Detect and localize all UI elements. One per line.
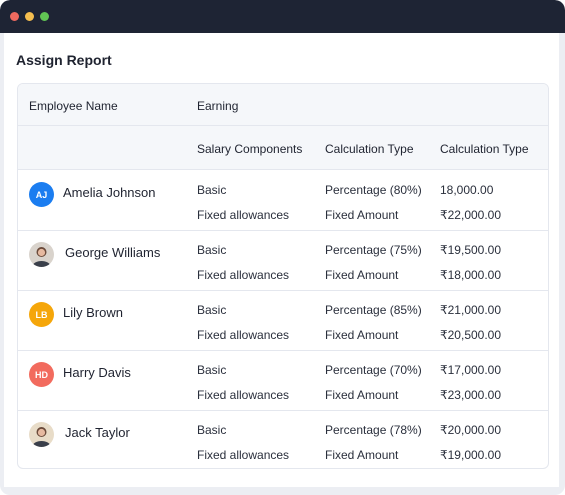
avatar: LB (29, 302, 54, 327)
report-panel: Assign Report Employee Name Earning Sala… (4, 33, 559, 487)
calculation-type-cell: Fixed Amount (325, 268, 399, 282)
column-header-salary-components[interactable]: Salary Components (197, 142, 303, 156)
table-row[interactable]: AJ Amelia Johnson Basic Percentage (80%) 18,… (18, 171, 548, 231)
amount-cell: ₹19,000.00 (440, 448, 502, 462)
salary-component-cell: Basic (197, 243, 227, 257)
salary-component-cell: Fixed allowances (197, 328, 290, 342)
amount-cell: 18,000.00 (440, 183, 494, 197)
salary-component-cell: Basic (197, 423, 227, 437)
amount-cell: ₹17,000.00 (440, 363, 502, 377)
column-header-calculation-type-amount[interactable]: Calculation Type (440, 142, 529, 156)
salary-component-cell: Fixed allowances (197, 208, 290, 222)
salary-component-cell: Basic (197, 303, 227, 317)
user-photo-icon (32, 427, 51, 447)
column-header-calculation-type[interactable]: Calculation Type (325, 142, 414, 156)
calculation-type-cell: Fixed Amount (325, 208, 399, 222)
window-titlebar (0, 0, 565, 33)
minimize-window-button[interactable] (25, 12, 34, 21)
calculation-type-cell: Percentage (85%) (325, 303, 422, 317)
table-row[interactable]: HD Harry Davis Basic Percentage (70%) ₹17,00… (18, 351, 548, 411)
avatar: AJ (29, 182, 54, 207)
amount-cell: ₹20,000.00 (440, 423, 502, 437)
avatar: HD (29, 362, 54, 387)
employee-name: George Williams (65, 245, 161, 260)
amount-cell: ₹18,000.00 (440, 268, 502, 282)
salary-component-cell: Basic (197, 183, 227, 197)
calculation-type-cell: Percentage (78%) (325, 423, 422, 437)
avatar (29, 422, 54, 447)
calculation-type-cell: Percentage (75%) (325, 243, 422, 257)
amount-cell: ₹19,500.00 (440, 243, 502, 257)
amount-cell: ₹22,000.00 (440, 208, 502, 222)
amount-cell: ₹23,000.00 (440, 388, 502, 402)
avatar (29, 242, 54, 267)
salary-component-cell: Basic (197, 363, 227, 377)
column-header-employee-name[interactable]: Employee Name (29, 99, 118, 113)
column-header-earning[interactable]: Earning (197, 99, 239, 113)
employee-name: Jack Taylor (65, 425, 130, 440)
employee-name: Lily Brown (63, 305, 123, 320)
table-header: Employee Name Earning Salary Components … (18, 84, 548, 170)
maximize-window-button[interactable] (40, 12, 49, 21)
calculation-type-cell: Fixed Amount (325, 328, 399, 342)
salary-component-cell: Fixed allowances (197, 388, 290, 402)
employee-name: Harry Davis (63, 365, 131, 380)
user-photo-icon (32, 247, 51, 267)
calculation-type-cell: Percentage (80%) (325, 183, 422, 197)
table-row[interactable]: George Williams Basic Percentage (75%) ₹19,… (18, 231, 548, 291)
close-window-button[interactable] (10, 12, 19, 21)
amount-cell: ₹20,500.00 (440, 328, 502, 342)
table-row[interactable]: LB Lily Brown Basic Percentage (85%) ₹21,000… (18, 291, 548, 351)
amount-cell: ₹21,000.00 (440, 303, 502, 317)
calculation-type-cell: Fixed Amount (325, 388, 399, 402)
calculation-type-cell: Percentage (70%) (325, 363, 422, 377)
calculation-type-cell: Fixed Amount (325, 448, 399, 462)
table-row[interactable]: Jack Taylor Basic Percentage (78%) ₹20,000.… (18, 411, 548, 468)
assign-report-table: Employee Name Earning Salary Components … (17, 83, 549, 469)
header-divider (18, 125, 548, 126)
page-title: Assign Report (16, 52, 112, 68)
salary-component-cell: Fixed allowances (197, 448, 290, 462)
employee-name: Amelia Johnson (63, 185, 156, 200)
salary-component-cell: Fixed allowances (197, 268, 290, 282)
